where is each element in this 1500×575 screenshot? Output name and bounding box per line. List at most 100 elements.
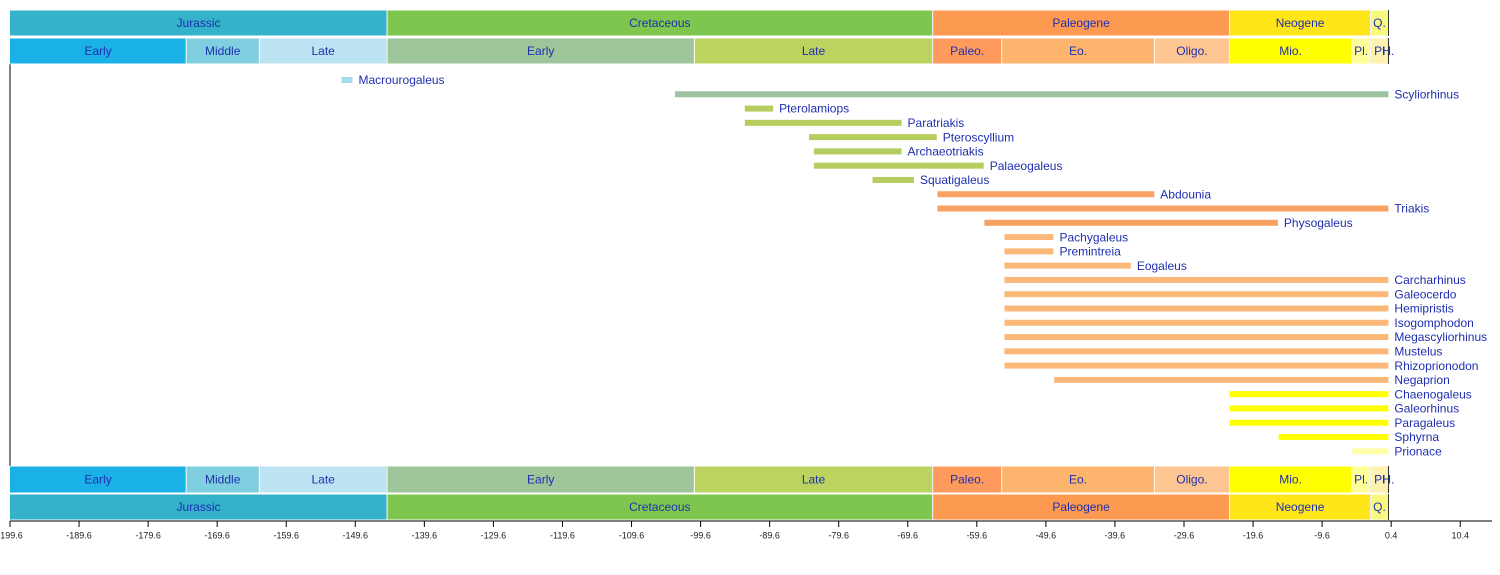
epoch-label: Eo. [1069, 44, 1087, 58]
taxon-label: Pterolamiops [779, 102, 849, 116]
taxon-label: Pachygaleus [1059, 230, 1128, 244]
epoch-label: Late [802, 44, 826, 58]
taxon-label: Eogaleus [1137, 259, 1187, 273]
taxon-label: Isogomphodon [1394, 316, 1473, 330]
taxon-range [1004, 276, 1389, 283]
taxon-range [872, 176, 914, 183]
x-tick-label: 0.4 [1385, 530, 1398, 540]
x-tick-label: -89.6 [759, 530, 780, 540]
epoch-label: Mio. [1279, 44, 1302, 58]
epoch-band [185, 37, 260, 65]
taxon-range [1004, 234, 1054, 241]
epoch-label: Early [84, 44, 111, 58]
period-label: Neogene [1276, 16, 1325, 30]
epoch-band [693, 37, 934, 65]
taxon-label: Abdounia [1160, 187, 1211, 201]
period-band [932, 9, 1231, 37]
x-tick-label: -19.6 [1243, 530, 1264, 540]
epoch-label: Pl [1374, 473, 1385, 487]
plot-area: Jurassic Jurassic Cretaceous Cretaceous Pale… [0, 16, 1492, 540]
taxon-range [813, 148, 902, 155]
taxon-range [1004, 319, 1389, 326]
period-label: Cretaceous [629, 500, 690, 514]
epoch-label: Eo. [1069, 473, 1087, 487]
epoch-label: Paleo. [950, 473, 984, 487]
taxon-label: Paratriakis [908, 116, 965, 130]
period-label: Cretaceous [629, 16, 690, 30]
taxon-range [1004, 248, 1054, 255]
x-tick-label: -69.6 [898, 530, 919, 540]
taxon-range [1004, 291, 1389, 298]
x-tick-label: -169.6 [204, 530, 230, 540]
taxon-label: Premintreia [1059, 245, 1121, 259]
x-tick-label: -9.6 [1314, 530, 1330, 540]
taxon-range [744, 105, 774, 112]
taxon-range [1054, 376, 1389, 383]
period-label: Jurassic [177, 500, 221, 514]
period-label: Paleogene [1052, 16, 1110, 30]
taxon-label: Chaenogaleus [1394, 387, 1471, 401]
epoch-label: Early [527, 44, 554, 58]
epoch-band [258, 37, 388, 65]
epoch-label: Late [312, 473, 336, 487]
taxon-range [1004, 262, 1131, 269]
taxon-range [1278, 434, 1389, 440]
epoch-band [932, 465, 1003, 494]
epoch-label: Late [802, 473, 826, 487]
taxon-range [1352, 448, 1389, 455]
epoch-label: Middle [205, 473, 241, 487]
epoch-label: Early [527, 473, 554, 487]
x-tick-label: 10.4 [1451, 530, 1469, 540]
epoch-label: Pl. [1354, 473, 1368, 487]
epoch-band [386, 37, 695, 65]
epoch-band [693, 465, 934, 494]
epoch-band [386, 465, 695, 494]
epoch-band [1001, 37, 1155, 65]
x-tick-label: -29.6 [1174, 530, 1195, 540]
period-label: Q. [1373, 16, 1386, 30]
epoch-band [1229, 465, 1353, 494]
x-tick-label: -139.6 [412, 530, 438, 540]
epoch-label: Middle [205, 44, 241, 58]
period-band [10, 493, 388, 521]
epoch-label: H. [1382, 473, 1394, 487]
taxon-label: Galeocerdo [1394, 287, 1456, 301]
epoch-label: Pl. [1354, 44, 1368, 58]
x-tick-label: -119.6 [550, 530, 575, 540]
taxon-range [1004, 362, 1389, 369]
taxon-label: Palaeogaleus [990, 159, 1063, 173]
taxon-range [1229, 419, 1389, 426]
x-tick-label: -149.6 [343, 530, 369, 540]
epoch-label: Paleo. [950, 44, 984, 58]
taxon-label: Mustelus [1394, 344, 1442, 358]
taxon-label: Sphyrna [1394, 430, 1439, 444]
epoch-label: Mio. [1279, 473, 1302, 487]
period-label: Jurassic [177, 16, 221, 30]
taxon-label: Pteroscyllium [943, 130, 1014, 144]
taxon-range [675, 91, 1389, 98]
x-tick-label: -109.6 [619, 530, 645, 540]
epoch-label: H. [1382, 44, 1394, 58]
taxon-label: Hemipristis [1394, 302, 1453, 316]
x-tick-label: -199.6 [0, 530, 23, 540]
period-band [1229, 493, 1372, 521]
epoch-band [185, 465, 260, 494]
period-band [386, 493, 934, 521]
taxon-range [744, 119, 902, 126]
epoch-label: Early [84, 473, 111, 487]
x-tick-label: -159.6 [273, 530, 299, 540]
period-band [1229, 9, 1372, 37]
taxon-label: Scyliorhinus [1394, 87, 1459, 101]
taxon-range [1004, 348, 1389, 355]
taxon-range [341, 77, 353, 83]
epoch-label: Oligo. [1176, 44, 1207, 58]
x-tick-label: -179.6 [135, 530, 161, 540]
x-tick-label: -99.6 [690, 530, 711, 540]
epoch-label: Oligo. [1176, 473, 1207, 487]
taxon-label: Physogaleus [1284, 216, 1353, 230]
taxon-range [937, 191, 1155, 198]
epoch-label: Pl [1374, 44, 1385, 58]
x-tick-label: -129.6 [481, 530, 507, 540]
taxon-label: Galeorhinus [1394, 402, 1459, 416]
